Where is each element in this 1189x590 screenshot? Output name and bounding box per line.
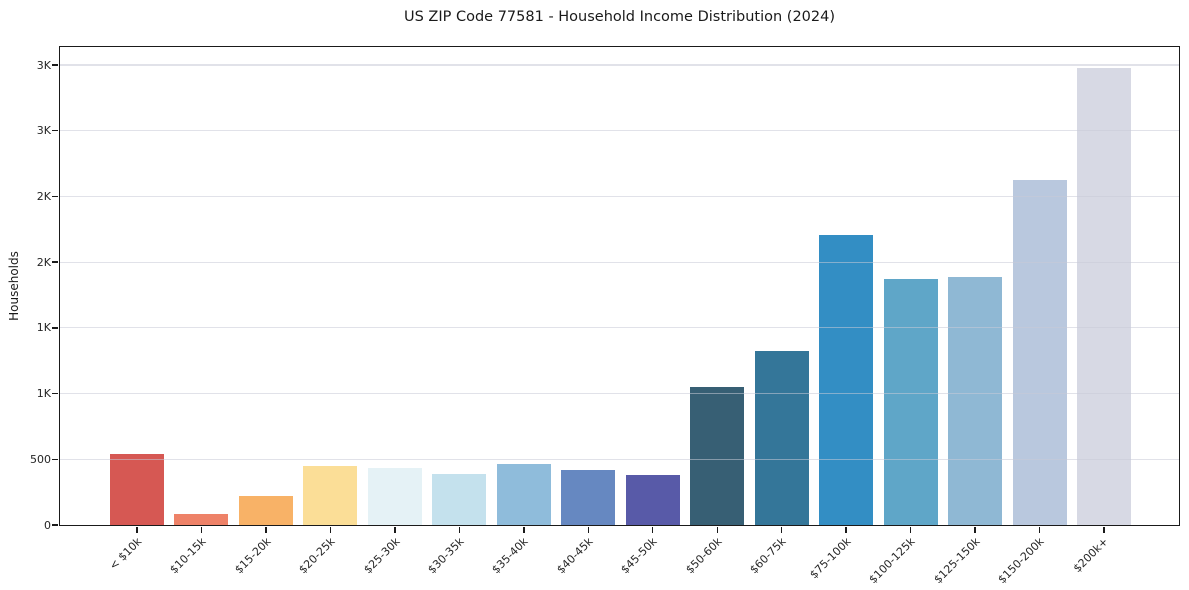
x-tick: [652, 527, 654, 533]
gridline: [60, 392, 1179, 395]
bar: [496, 463, 551, 525]
x-tick: [974, 527, 976, 533]
y-tick-label: 500: [30, 452, 51, 466]
gridline: [60, 64, 1179, 66]
bar: [561, 469, 616, 525]
x-tick: [394, 527, 396, 533]
bar: [238, 496, 293, 525]
x-tick-label: $20-25k: [296, 535, 338, 577]
bar: [432, 473, 487, 525]
y-tick-label: 3K: [36, 124, 51, 138]
bar: [1077, 67, 1132, 525]
plot-area: 0 500 1K 1K 2K 2K 3K 3K < $10k $10-15k $15-20k $20-…: [30, 46, 1180, 586]
gridline: [60, 327, 1179, 329]
bar: [367, 467, 422, 525]
x-tick: [523, 527, 525, 533]
x-tick: [587, 527, 589, 533]
x-tick: [845, 527, 847, 533]
x-tick-label: < $10k: [106, 535, 145, 573]
gridline: [60, 195, 1179, 198]
x-tick-label: $100-125k: [866, 535, 918, 587]
x-tick: [1103, 527, 1105, 533]
y-tick: [52, 327, 58, 329]
x-tick: [1038, 527, 1041, 533]
x-tick-label: $15-20k: [231, 535, 274, 577]
bar: [625, 475, 680, 525]
x-tick-label: $60-75k: [747, 535, 789, 577]
x-tick-label: $75-100k: [807, 535, 854, 582]
x-tick: [781, 527, 783, 533]
bar: [303, 465, 358, 525]
y-tick: [52, 261, 58, 263]
bar: [174, 513, 229, 525]
gridline: [60, 261, 1179, 263]
x-tick-label: $10-15k: [167, 535, 209, 577]
bar: [110, 454, 164, 525]
x-tick: [265, 527, 267, 533]
x-tick: [909, 527, 912, 533]
x-tick: [136, 527, 138, 533]
x-tick-label: $25-30k: [360, 535, 403, 577]
x-tick: [458, 527, 461, 533]
y-tick-label: 3K: [36, 58, 51, 72]
y-tick: [52, 64, 58, 66]
x-tick-label: $35-40k: [489, 535, 532, 577]
x-tick: [200, 527, 203, 533]
y-tick: [52, 195, 58, 198]
gridline: [60, 130, 1179, 132]
y-tick: [52, 130, 58, 132]
bar: [1012, 180, 1067, 525]
x-tick-label: $45-50k: [618, 535, 660, 577]
x-tick-label: $125-150k: [931, 535, 983, 587]
x-tick-label: $40-45k: [554, 535, 596, 577]
gridline: [60, 458, 1179, 460]
chart-title: US ZIP Code 77581 - Household Income Dis…: [403, 9, 836, 25]
bar: [883, 279, 938, 525]
bar: [754, 350, 809, 525]
y-tick-label: 1K: [36, 321, 51, 335]
y-tick-label: 2K: [36, 255, 51, 269]
x-tick: [716, 527, 718, 533]
x-tick-label: $50-60k: [683, 535, 725, 577]
bar: [690, 387, 745, 525]
bar: [819, 234, 874, 525]
y-tick: [52, 392, 58, 395]
x-tick: [329, 527, 332, 533]
x-tick-label: $30-35k: [425, 535, 467, 577]
bar: [948, 277, 1003, 525]
y-tick-label: 0: [44, 518, 51, 532]
y-axis-label: Households: [7, 251, 21, 321]
y-tick: [52, 524, 58, 526]
y-tick: [52, 458, 58, 460]
x-tick-label: $150-200k: [995, 535, 1047, 587]
y-tick-label: 1K: [36, 387, 51, 401]
x-tick-label: $200k+: [1071, 535, 1112, 576]
y-tick-label: 2K: [36, 189, 51, 203]
